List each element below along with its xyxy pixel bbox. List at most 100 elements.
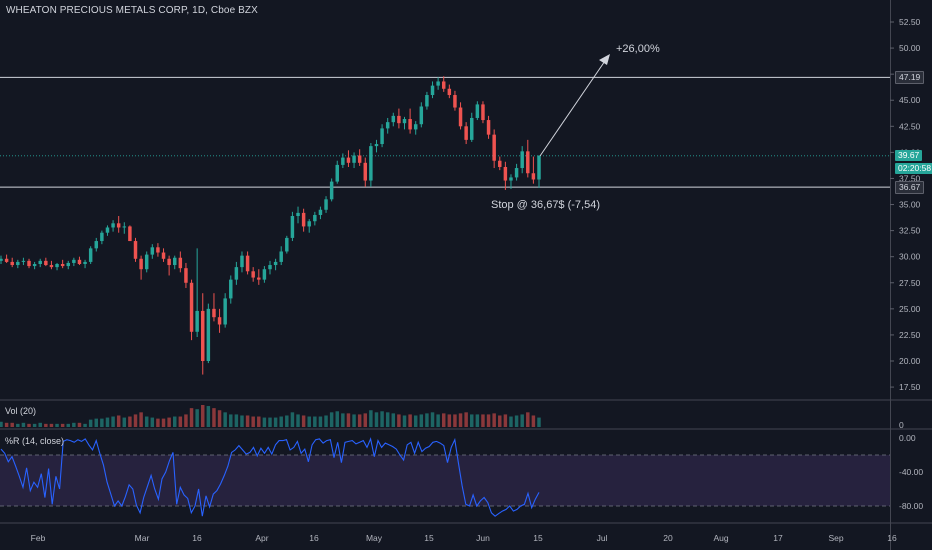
volume-bar xyxy=(201,405,205,427)
candle-body xyxy=(251,271,255,278)
countdown-badge: 02:20:58 xyxy=(895,163,932,174)
x-tick-label: Aug xyxy=(713,533,728,543)
chart-title: WHEATON PRECIOUS METALS CORP, 1D, Cboe B… xyxy=(6,5,258,16)
volume-bar xyxy=(116,415,121,427)
volume-bar xyxy=(122,417,127,427)
volume-bar xyxy=(21,422,26,427)
volume-bar xyxy=(290,412,295,427)
candle-body xyxy=(133,241,138,259)
candle-body xyxy=(77,259,82,264)
wr-tick-label: 0.00 xyxy=(899,433,916,443)
candle-body xyxy=(55,263,59,268)
candle-body xyxy=(262,269,267,280)
candle-body xyxy=(16,261,20,266)
candle-body xyxy=(458,107,463,127)
candle-body xyxy=(10,261,14,266)
candle-body xyxy=(425,95,429,107)
candle-body xyxy=(195,310,199,332)
candle-body xyxy=(245,255,250,272)
x-tick-label: Apr xyxy=(255,533,268,543)
candle-body xyxy=(290,216,295,238)
volume-bar xyxy=(55,423,59,427)
volume-bar xyxy=(105,417,110,427)
volume-bar xyxy=(44,423,48,427)
candle-body xyxy=(172,257,177,266)
price-tick-label: 45.00 xyxy=(899,95,921,105)
candle-body xyxy=(408,119,412,130)
wr-overbought-oversold-band xyxy=(0,455,890,506)
candle-body xyxy=(273,261,278,266)
volume-bar xyxy=(514,415,519,427)
volume-bar xyxy=(229,414,233,427)
candle-body xyxy=(313,214,317,222)
candle-body xyxy=(447,88,452,96)
volume-bar xyxy=(391,413,396,427)
candle-body xyxy=(83,261,87,264)
candle-body xyxy=(453,95,457,108)
x-tick-label: Sep xyxy=(828,533,843,543)
x-tick-label: 16 xyxy=(887,533,897,543)
candle-body xyxy=(156,247,160,253)
x-tick-label: 16 xyxy=(309,533,319,543)
candle-body xyxy=(184,268,188,283)
wr-tick-label: -40.00 xyxy=(899,467,923,477)
volume-bar xyxy=(139,412,143,427)
volume-bar xyxy=(27,423,31,427)
volume-bar xyxy=(268,417,272,427)
volume-bar xyxy=(212,408,216,427)
volume-bar xyxy=(94,418,99,427)
x-tick-label: May xyxy=(366,533,383,543)
volume-bar xyxy=(167,417,171,427)
volume-bar xyxy=(526,412,530,427)
candle-body xyxy=(189,282,194,332)
candle-body xyxy=(66,262,70,267)
candle-body xyxy=(301,212,306,227)
x-tick-label: 15 xyxy=(533,533,543,543)
candle-body xyxy=(161,252,166,259)
candle-body xyxy=(492,134,496,161)
volume-bar xyxy=(10,422,14,427)
candle-body xyxy=(60,263,65,267)
candle-body xyxy=(100,232,104,242)
target-annotation: +26,00% xyxy=(616,43,660,55)
stop-annotation: Stop @ 36,67$ (-7,54) xyxy=(491,199,601,211)
volume-bar xyxy=(341,413,345,427)
volume-bar xyxy=(273,417,278,427)
projection-arrow-line xyxy=(539,57,608,157)
candle-body xyxy=(436,81,440,86)
volume-bar xyxy=(397,414,401,427)
candle-body xyxy=(32,263,37,267)
volume-bar xyxy=(537,417,541,427)
candle-body xyxy=(520,151,524,169)
candle-body xyxy=(419,106,424,125)
candle-body xyxy=(217,317,222,325)
volume-bar xyxy=(481,414,485,427)
candle-body xyxy=(481,104,485,121)
candle-body xyxy=(240,255,244,268)
volume-bar xyxy=(447,414,452,427)
candle-body xyxy=(509,177,513,181)
candle-body xyxy=(72,259,76,263)
volume-bar xyxy=(498,415,502,427)
candle-body xyxy=(441,81,446,89)
candle-body xyxy=(257,277,261,280)
candle-body xyxy=(363,162,368,181)
volume-bar xyxy=(150,417,155,427)
price-tick-label: 27.50 xyxy=(899,278,921,288)
volume-bar xyxy=(520,414,524,427)
candle-body xyxy=(206,308,211,361)
volume-bar xyxy=(251,416,255,427)
x-tick-label: Jun xyxy=(476,533,490,543)
candle-body xyxy=(537,155,541,180)
price-tick-label: 50.00 xyxy=(899,43,921,53)
volume-bar xyxy=(380,411,384,427)
candle-body xyxy=(385,122,390,129)
volume-bar xyxy=(301,415,306,427)
candle-body xyxy=(391,115,396,123)
candle-body xyxy=(318,209,323,215)
candle-body xyxy=(514,168,519,178)
volume-bar xyxy=(184,414,188,427)
candle-body xyxy=(531,173,536,180)
volume-bar xyxy=(88,419,93,427)
